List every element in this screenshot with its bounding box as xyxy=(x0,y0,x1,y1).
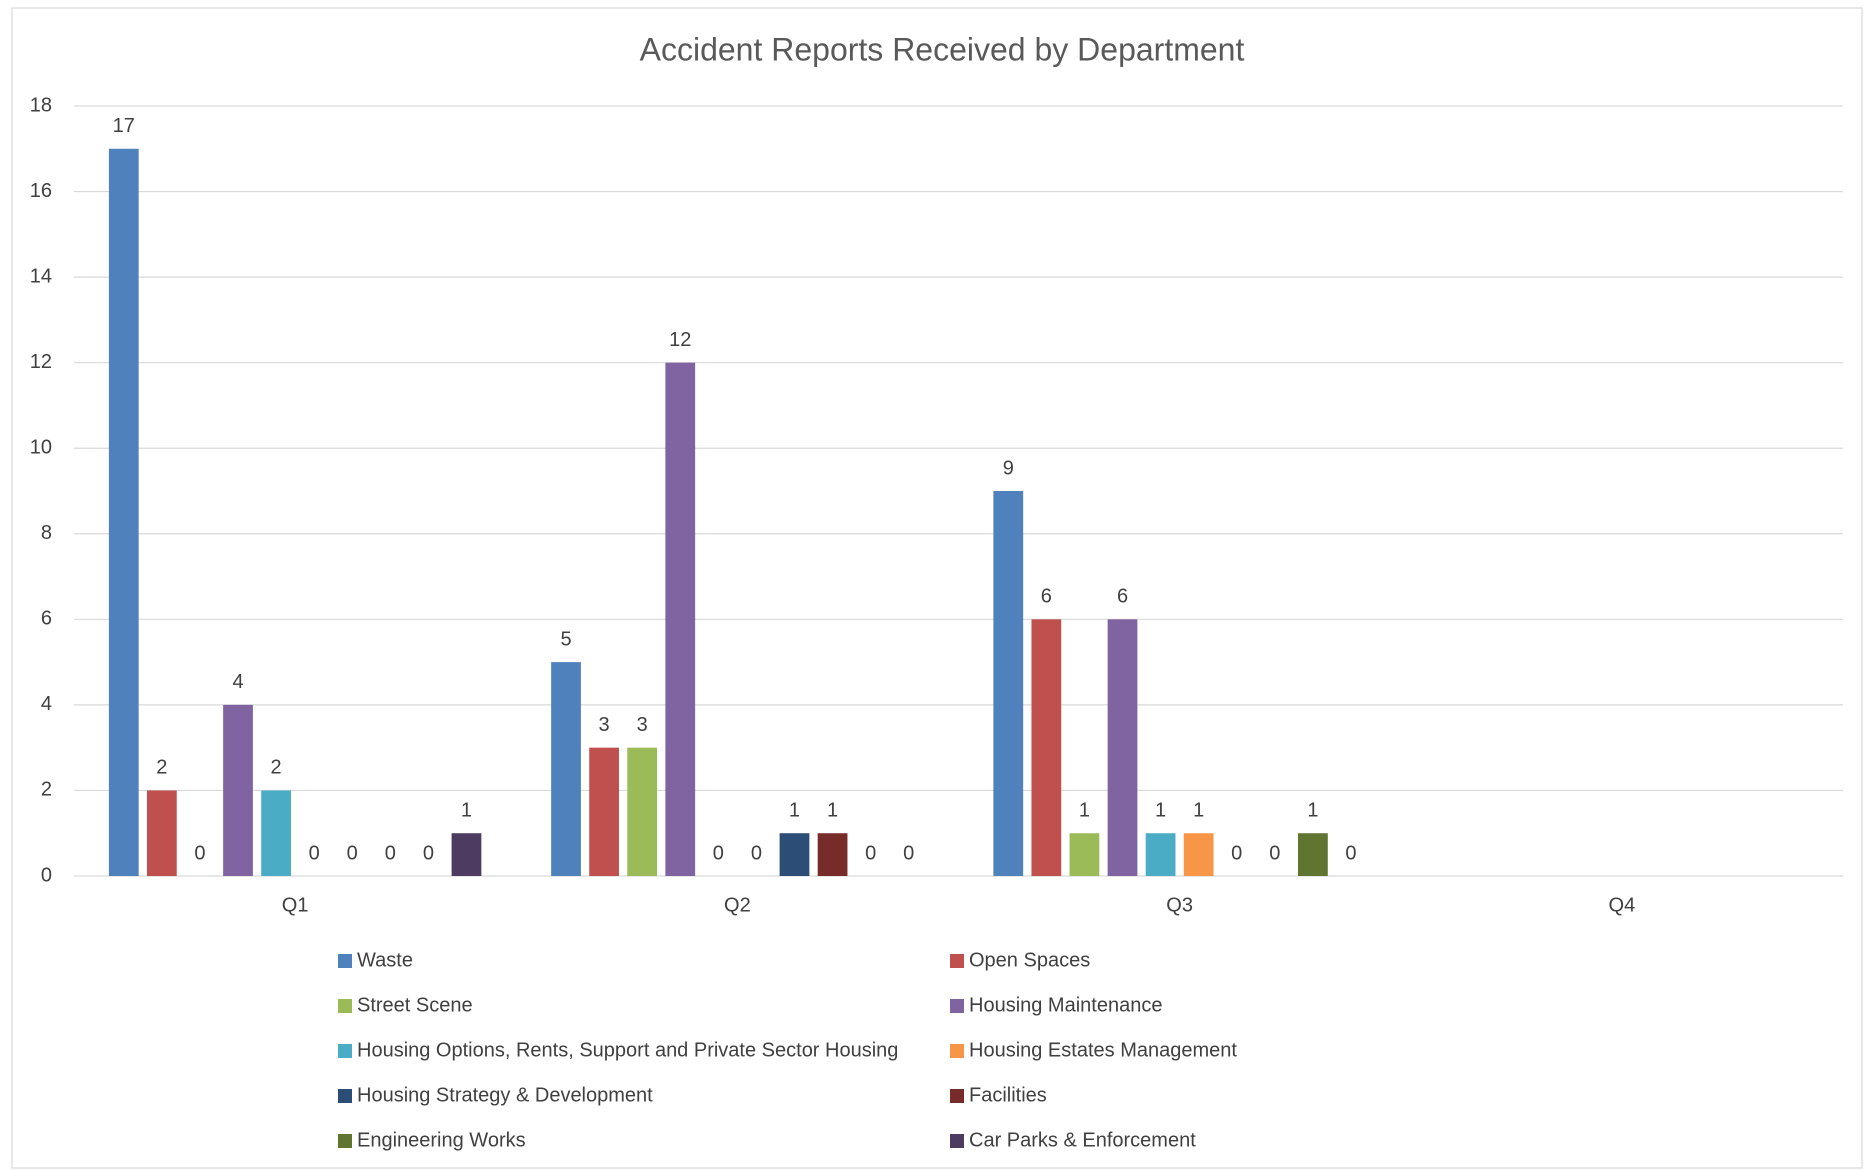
data-label: 1 xyxy=(789,800,800,822)
legend-label: Waste xyxy=(357,949,413,971)
y-tick-label: 2 xyxy=(41,779,52,801)
data-label: 6 xyxy=(1041,586,1052,608)
bar xyxy=(1298,833,1328,876)
y-tick-label: 16 xyxy=(30,180,52,202)
legend-label: Facilities xyxy=(969,1084,1047,1106)
chart-border xyxy=(11,7,1863,1169)
data-label: 0 xyxy=(751,842,762,864)
legend-swatch xyxy=(338,1044,352,1058)
legend-swatch xyxy=(338,999,352,1013)
y-tick-label: 10 xyxy=(30,437,52,459)
data-label: 0 xyxy=(423,842,434,864)
x-tick-label: Q4 xyxy=(1609,894,1636,916)
x-tick-label: Q3 xyxy=(1166,894,1193,916)
data-label: 1 xyxy=(1155,800,1166,822)
data-label: 0 xyxy=(309,842,320,864)
data-label: 1 xyxy=(827,800,838,822)
data-label: 0 xyxy=(713,842,724,864)
bar xyxy=(993,491,1024,876)
data-label: 0 xyxy=(1269,842,1280,864)
data-label: 3 xyxy=(599,714,610,736)
x-tick-label: Q2 xyxy=(724,894,751,916)
legend-swatch xyxy=(338,1089,352,1103)
data-label: 1 xyxy=(1307,800,1318,822)
data-label: 2 xyxy=(156,757,167,779)
legend-label: Open Spaces xyxy=(969,949,1090,971)
bar xyxy=(1145,833,1176,876)
legend-swatch xyxy=(950,999,964,1013)
chart-title: Accident Reports Received by Department xyxy=(640,31,1245,67)
data-label: 1 xyxy=(1079,800,1090,822)
data-label: 0 xyxy=(1345,842,1356,864)
y-tick-label: 6 xyxy=(41,608,52,630)
data-label: 5 xyxy=(560,628,571,650)
legend-label: Street Scene xyxy=(357,994,473,1016)
legend-swatch xyxy=(950,1089,964,1103)
bar xyxy=(589,747,619,876)
bar xyxy=(451,833,482,876)
data-label: 9 xyxy=(1003,457,1014,479)
data-label: 6 xyxy=(1117,586,1128,608)
y-tick-label: 18 xyxy=(30,94,52,116)
legend-swatch xyxy=(950,1044,964,1058)
legend-swatch xyxy=(950,1134,964,1148)
bar xyxy=(665,362,696,877)
y-tick-label: 8 xyxy=(41,522,52,544)
y-tick-label: 0 xyxy=(41,864,52,886)
bar xyxy=(261,790,291,876)
y-tick-label: 4 xyxy=(41,693,52,715)
y-tick-label: 12 xyxy=(30,351,52,373)
data-label: 3 xyxy=(637,714,648,736)
y-tick-label: 14 xyxy=(30,265,52,287)
data-label: 4 xyxy=(232,671,243,693)
legend-label: Housing Options, Rents, Support and Priv… xyxy=(357,1039,898,1061)
bar xyxy=(551,662,581,876)
bar xyxy=(779,833,810,876)
data-label: 0 xyxy=(385,842,396,864)
legend-label: Housing Strategy & Development xyxy=(357,1084,653,1106)
bar xyxy=(1031,619,1062,876)
data-label: 0 xyxy=(865,842,876,864)
data-label: 1 xyxy=(1193,800,1204,822)
x-tick-label: Q1 xyxy=(282,894,309,916)
bar xyxy=(146,790,177,876)
data-label: 0 xyxy=(903,842,914,864)
data-label: 0 xyxy=(347,842,358,864)
bar xyxy=(1069,833,1100,876)
legend-swatch xyxy=(338,1134,352,1148)
data-label: 2 xyxy=(271,757,282,779)
data-label: 17 xyxy=(113,115,135,137)
legend-swatch xyxy=(338,954,352,968)
bar xyxy=(108,148,139,876)
data-label: 0 xyxy=(194,842,205,864)
legend-label: Housing Estates Management xyxy=(969,1039,1237,1061)
data-label: 1 xyxy=(461,800,472,822)
bar xyxy=(1183,833,1214,876)
legend-label: Engineering Works xyxy=(357,1129,526,1151)
legend-swatch xyxy=(950,954,964,968)
legend-label: Car Parks & Enforcement xyxy=(969,1129,1196,1151)
data-label: 12 xyxy=(669,329,691,351)
data-label: 0 xyxy=(1231,842,1242,864)
legend-label: Housing Maintenance xyxy=(969,994,1162,1016)
bar xyxy=(627,747,658,876)
bar xyxy=(1107,619,1138,876)
bar xyxy=(817,833,848,876)
bar xyxy=(223,704,253,876)
